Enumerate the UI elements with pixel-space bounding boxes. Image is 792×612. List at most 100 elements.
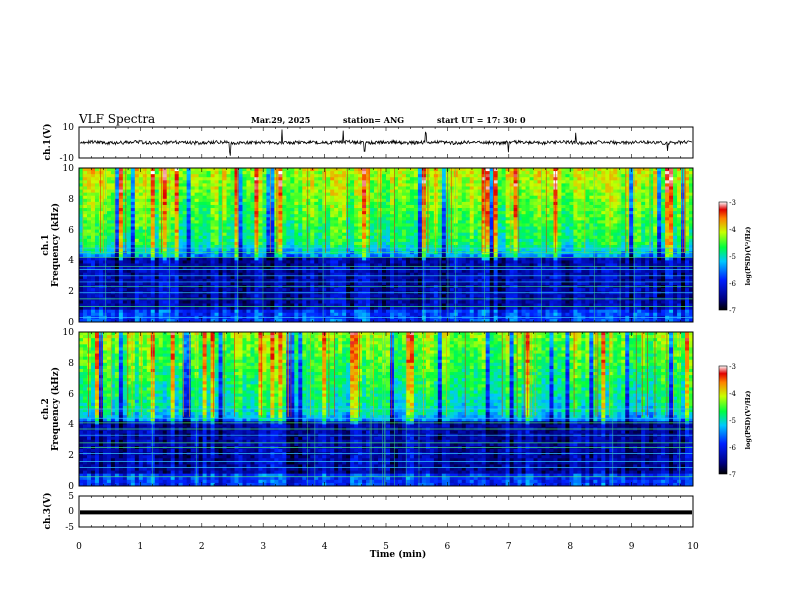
spectrogram-cell <box>90 263 96 267</box>
spectrogram-cell <box>354 254 359 258</box>
spectrogram-cell <box>521 192 526 197</box>
spectrogram-cell <box>505 211 510 215</box>
spectrogram-cell <box>254 235 259 240</box>
spectrogram-cell <box>629 229 634 234</box>
spectrogram-cell <box>393 229 399 234</box>
spectrogram-cell <box>90 192 96 197</box>
spectrogram-cell <box>118 226 124 230</box>
spectrogram-cell <box>102 248 108 252</box>
spectrogram-cell <box>597 248 602 252</box>
spectrogram-cell <box>334 177 339 181</box>
spectrogram-cell <box>306 195 311 200</box>
spectrogram-cell <box>350 220 355 224</box>
spectrogram-cell <box>370 254 375 258</box>
spectrogram-cell <box>477 220 483 224</box>
spectrogram-cell <box>625 183 630 187</box>
spectrogram-cell <box>298 180 303 184</box>
spectrogram-cell <box>541 254 546 258</box>
spectrogram-cell <box>262 226 267 230</box>
spectrogram-cell <box>417 229 423 234</box>
spectrogram-cell <box>290 260 295 264</box>
spectrogram-cell <box>541 180 546 184</box>
spectrogram-cell <box>409 208 415 212</box>
spectrogram-cell <box>206 245 211 249</box>
spectrogram-cell <box>374 235 379 240</box>
spectrogram-cell <box>374 214 379 218</box>
spectrogram-cell <box>393 180 399 184</box>
spectrogram-cell <box>362 208 367 212</box>
spectrogram-cell <box>158 186 164 190</box>
spectrogram-cell <box>242 189 247 194</box>
spectrogram-cell <box>118 186 124 190</box>
spectrogram-cell <box>326 263 331 267</box>
spectrogram-cell <box>118 232 124 237</box>
spectrogram-cell <box>154 211 160 215</box>
spectrogram-cell <box>645 229 650 234</box>
spectrogram-cell <box>330 174 335 178</box>
spectrogram-cell <box>493 174 499 178</box>
spectrogram-cell <box>310 171 315 175</box>
spectrogram-cell <box>429 238 435 243</box>
spectrogram-cell <box>218 241 223 246</box>
spectrogram-cell <box>158 232 164 237</box>
spectrogram-cell <box>362 223 367 227</box>
spectrogram-cell <box>358 201 363 206</box>
spectrogram-cell <box>561 257 566 261</box>
spectrogram-cell <box>457 208 463 212</box>
spectrogram-cell <box>258 168 263 172</box>
spectrogram-cell <box>138 174 144 178</box>
spectrogram-cell <box>625 214 630 218</box>
spectrogram-cell <box>669 171 674 175</box>
spectrogram-cell <box>214 168 219 172</box>
spectrogram-cell <box>86 226 92 230</box>
spectrogram-cell <box>661 171 666 175</box>
spectrogram-cell <box>266 223 271 227</box>
spectrogram-cell <box>665 186 670 190</box>
spectrogram-cell <box>597 201 602 206</box>
spectrogram-cell <box>378 223 383 227</box>
spectrogram-cell <box>198 201 203 206</box>
spectrogram-cell <box>633 189 638 194</box>
spectrogram-cell <box>226 192 231 197</box>
spectrogram-cell <box>186 235 192 240</box>
spectrogram-cell <box>278 254 283 258</box>
spectrogram-cell <box>517 201 522 206</box>
spectrogram-cell <box>386 226 391 230</box>
spectrogram-cell <box>246 220 251 224</box>
spectrogram-cell <box>102 245 108 249</box>
spectrogram-cell <box>254 232 259 237</box>
spectrogram-cell <box>581 241 586 246</box>
spectrogram-cell <box>541 238 546 243</box>
spectrogram-cell <box>605 186 610 190</box>
spectrogram-cell <box>629 223 634 227</box>
spectrogram-cell <box>382 241 387 246</box>
spectrogram-cell <box>322 192 327 197</box>
spectrogram-cell <box>86 241 92 246</box>
spectrogram-cell <box>509 226 514 230</box>
spectrogram-cell <box>102 254 108 258</box>
spectrogram-cell <box>226 245 231 249</box>
spectrogram-cell <box>378 198 383 203</box>
spectrogram-cell <box>246 254 251 258</box>
spectrogram-cell <box>262 217 267 221</box>
spectrogram-cell <box>98 245 104 249</box>
spectrogram-cell <box>358 171 363 175</box>
spectrogram-cell <box>641 235 646 240</box>
spectrogram-cell <box>202 238 207 243</box>
spectrogram-cell <box>469 195 475 200</box>
spectrogram-cell <box>453 204 459 209</box>
spectrogram-cell <box>397 189 403 194</box>
spectrogram-cell <box>230 183 235 187</box>
spectrogram-cell <box>409 241 415 246</box>
spectrogram-cell <box>122 229 128 234</box>
spectrogram-cell <box>525 245 530 249</box>
spectrogram-cell <box>166 257 172 261</box>
spectrogram-cell <box>685 232 690 237</box>
spectrogram-cell <box>473 177 479 181</box>
spectrogram-cell <box>517 223 522 227</box>
spectrogram-cell <box>338 180 343 184</box>
spectrogram-cell <box>441 263 447 267</box>
spectrogram-cell <box>354 186 359 190</box>
spectrogram-cell <box>525 180 530 184</box>
spectrogram-cell <box>242 195 247 200</box>
